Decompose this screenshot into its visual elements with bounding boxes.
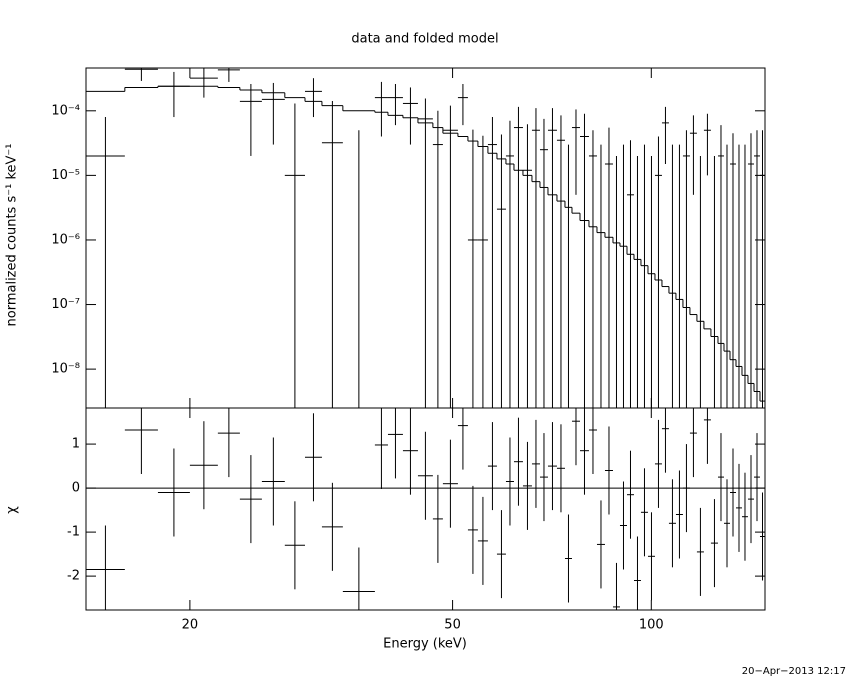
frame (85, 67, 766, 611)
residual-axis-label: χ (5, 506, 20, 514)
x-tick-label: 20 (182, 618, 199, 633)
y-tick-label: 10⁻⁶ (51, 232, 80, 247)
y-tick-label: -1 (67, 525, 80, 540)
y-tick-label: 0 (72, 481, 80, 496)
y-tick-label: 10⁻⁵ (51, 168, 80, 183)
x-tick-label: 50 (444, 618, 461, 633)
timestamp: 20−Apr−2013 12:17 (742, 666, 846, 677)
chart-title: data and folded model (351, 32, 498, 47)
x-tick-label: 100 (639, 618, 664, 633)
y-tick-label: 1 (72, 437, 80, 452)
residual-panel (86, 408, 765, 610)
y-tick-label: 10⁻⁴ (51, 103, 80, 118)
y-tick-label: -2 (67, 569, 80, 584)
y-tick-label: 10⁻⁸ (51, 362, 80, 377)
x-axis-label: Energy (keV) (383, 637, 467, 652)
y-tick-label: 10⁻⁷ (51, 297, 80, 312)
spectrum-panel (86, 68, 765, 408)
y-axis-label: normalized counts s⁻¹ keV⁻¹ (5, 144, 20, 327)
